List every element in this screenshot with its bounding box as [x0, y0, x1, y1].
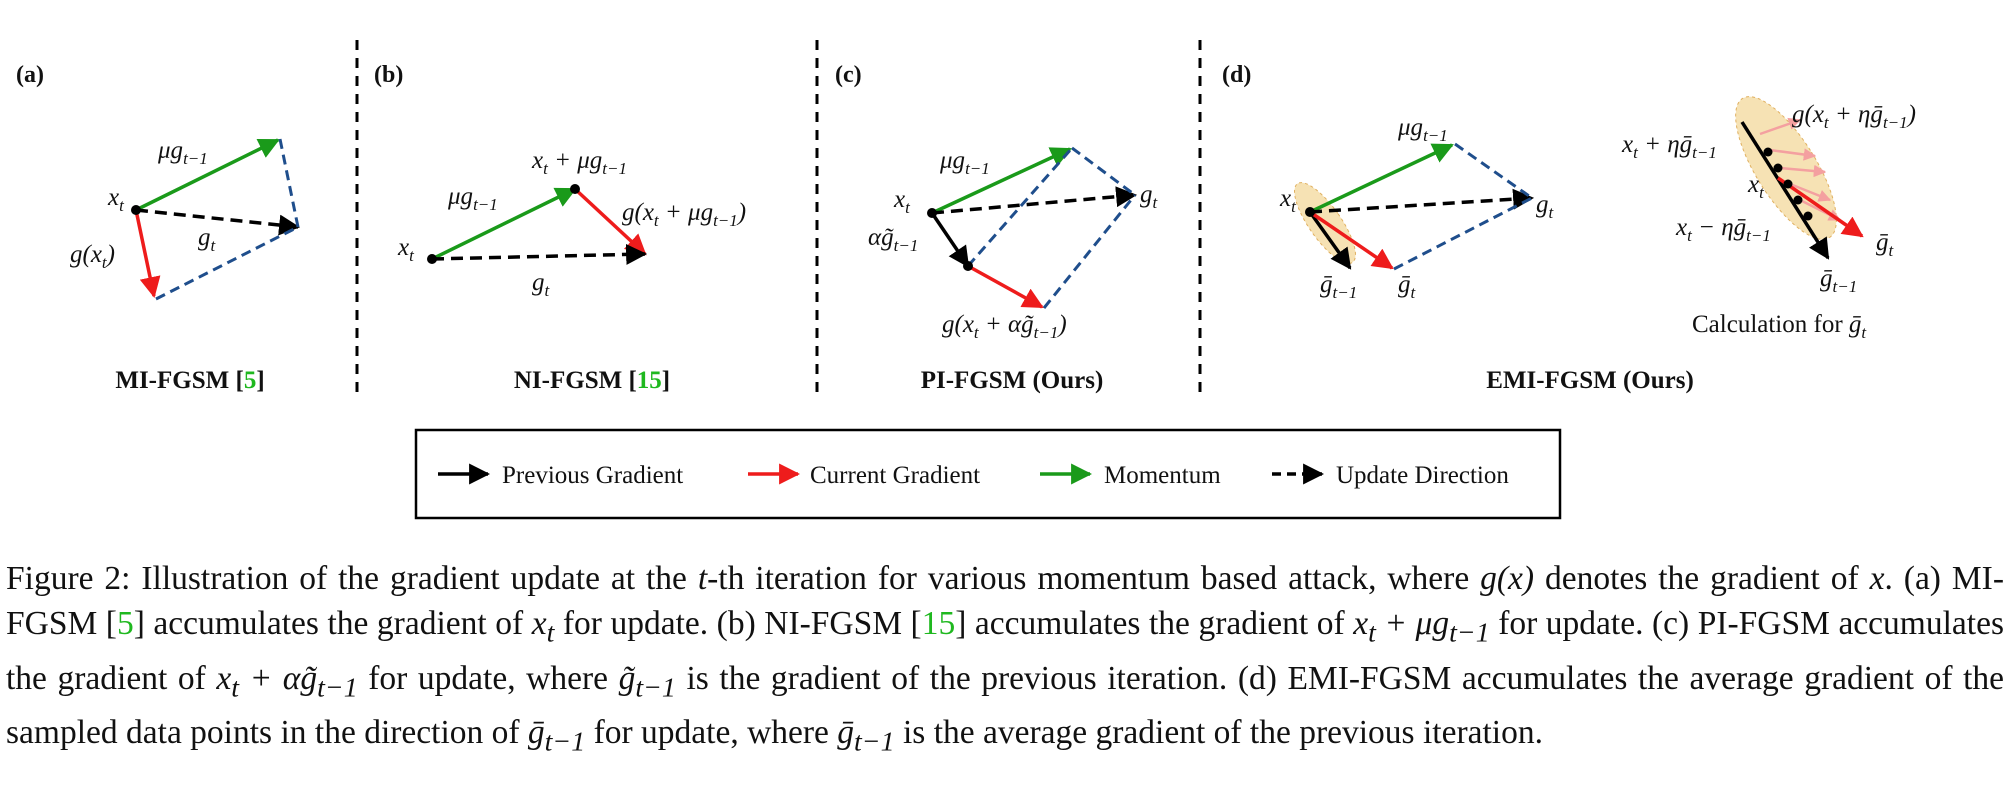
d-previous-label: ḡt−1: [1320, 271, 1357, 302]
b-lookahead-label: xt + μgt−1: [531, 147, 627, 178]
b-current-gradient-arrow: [573, 187, 647, 256]
d-zoom-current-label: ḡt: [1876, 229, 1895, 260]
figure-illustration: (a) (b) (c) (d) xt μgt−1 g(xt) gt xt μgt…: [16, 40, 1916, 520]
a-update-direction-arrow: [135, 208, 301, 236]
figure-caption: Figure 2: Illustration of the gradient u…: [6, 560, 2004, 759]
c-gradient-label: g(xt + αg̃t−1): [942, 311, 1067, 342]
d-zoom-point-2: [1773, 163, 1783, 173]
panel-a-title: MI-FGSM [5]: [115, 367, 264, 394]
d-zoom-caption: Calculation for ḡt: [1692, 311, 1867, 342]
d-momentum-arrow: [1309, 143, 1454, 214]
c-momentum-label: μgt−1: [939, 147, 990, 178]
d-zoom-sample-arrow-1: [1759, 117, 1802, 136]
panel-a-letter: (a): [16, 62, 44, 88]
legend-previous-label: Previous Gradient: [502, 462, 683, 489]
d-parallelogram-top: [1454, 142, 1533, 200]
d-zoom-previous-label: ḡt−1: [1820, 265, 1857, 296]
c-update-direction-arrow: [931, 186, 1138, 215]
b-momentum-arrow: [431, 187, 577, 261]
a-momentum-arrow: [135, 138, 280, 212]
c-current-gradient-arrow: [967, 264, 1044, 309]
d-zoom-point-5: [1803, 211, 1813, 221]
b-update-direction-arrow: [431, 243, 648, 265]
panel-b-title: NI-FGSM [15]: [514, 367, 670, 394]
panel-a-diagram: xt μgt−1 g(xt) gt: [70, 137, 301, 301]
panel-c-title: PI-FGSM (Ours): [921, 367, 1104, 394]
a-current-gradient-arrow: [134, 209, 161, 299]
b-lookahead-point: [570, 184, 580, 194]
caption-ref-5[interactable]: 5: [116, 605, 134, 642]
panel-c-letter: (c): [835, 62, 862, 88]
c-previous-label: αg̃t−1: [868, 224, 918, 255]
c-lookahead-point: [963, 261, 973, 271]
a-parallelogram-bottom: [155, 225, 299, 301]
d-zoom-plus-label: xt + ηḡt−1: [1621, 131, 1717, 162]
c-momentum-arrow: [931, 147, 1072, 215]
a-gt-label: gt: [198, 224, 217, 255]
d-zoom-minus-label: xt − ηḡt−1: [1675, 214, 1771, 245]
c-parallelogram-right: [1042, 194, 1137, 309]
d-zoom-previous-arrow: [1740, 121, 1830, 260]
d-zoom-mid-label: xt: [1747, 171, 1765, 202]
panel-b-letter: (b): [374, 62, 403, 88]
b-gradient-label: g(xt + μgt−1): [622, 199, 746, 230]
c-previous-gradient-arrow: [930, 212, 970, 268]
c-xt-label: xt: [893, 186, 911, 217]
legend-current-label: Current Gradient: [810, 462, 980, 489]
panel-d-letter: (d): [1222, 62, 1251, 88]
d-gt-label: gt: [1536, 191, 1555, 222]
panel-b-diagram: xt μgt−1 xt + μgt−1 g(xt + μgt−1) gt: [397, 147, 746, 300]
d-zoom-point-1: [1763, 147, 1773, 157]
d-xt-point: [1305, 207, 1315, 217]
panel-d-title: EMI-FGSM (Ours): [1486, 367, 1694, 394]
b-gt-label: gt: [532, 269, 551, 300]
d-zoom-point-3: [1783, 179, 1793, 189]
d-previous-gradient-arrow: [1308, 210, 1352, 270]
c-xt-point: [927, 208, 937, 218]
d-zoom-sample-arrow-3: [1779, 164, 1827, 178]
legend-momentum-label: Momentum: [1104, 462, 1221, 489]
c-parallelogram-top: [1071, 146, 1136, 197]
d-current-label: ḡt: [1398, 271, 1417, 302]
a-xt-point: [131, 205, 141, 215]
panel-c-diagram: xt μgt−1 αg̃t−1 gt g(xt + αg̃t−1): [868, 146, 1159, 342]
panel-d-diagram: xt μgt−1 gt ḡt−1 ḡt g(xt + ηḡt−1) xt + η…: [1279, 96, 1916, 342]
d-current-gradient-arrow: [1309, 210, 1394, 270]
legend-box: [414, 428, 1562, 520]
d-parallelogram-bottom: [1393, 196, 1533, 271]
c-parallelogram-inner: [966, 147, 1074, 267]
d-zoom-sample-arrow-2: [1769, 148, 1817, 161]
d-zoom-top-label: g(xt + ηḡt−1): [1792, 101, 1916, 132]
a-gradient-label: g(xt): [70, 241, 115, 272]
d-zoom-point-4: [1793, 195, 1803, 205]
legend: Previous Gradient Current Gradient Momen…: [414, 428, 1562, 520]
a-xt-label: xt: [107, 184, 125, 215]
b-xt-point: [427, 254, 437, 264]
b-momentum-label: μgt−1: [447, 183, 498, 214]
c-gt-label: gt: [1140, 181, 1159, 212]
legend-update-label: Update Direction: [1336, 462, 1509, 489]
a-parallelogram-right: [278, 138, 300, 228]
d-momentum-label: μgt−1: [1397, 114, 1448, 145]
d-xt-label: xt: [1279, 185, 1297, 216]
a-momentum-label: μgt−1: [157, 137, 208, 168]
b-xt-label: xt: [397, 234, 415, 265]
caption-ref-15[interactable]: 15: [921, 605, 956, 642]
d-zoom-sample-arrow-4: [1789, 182, 1832, 202]
d-zoom-current-arrow: [1777, 176, 1864, 238]
d-update-direction-arrow: [1309, 188, 1535, 214]
